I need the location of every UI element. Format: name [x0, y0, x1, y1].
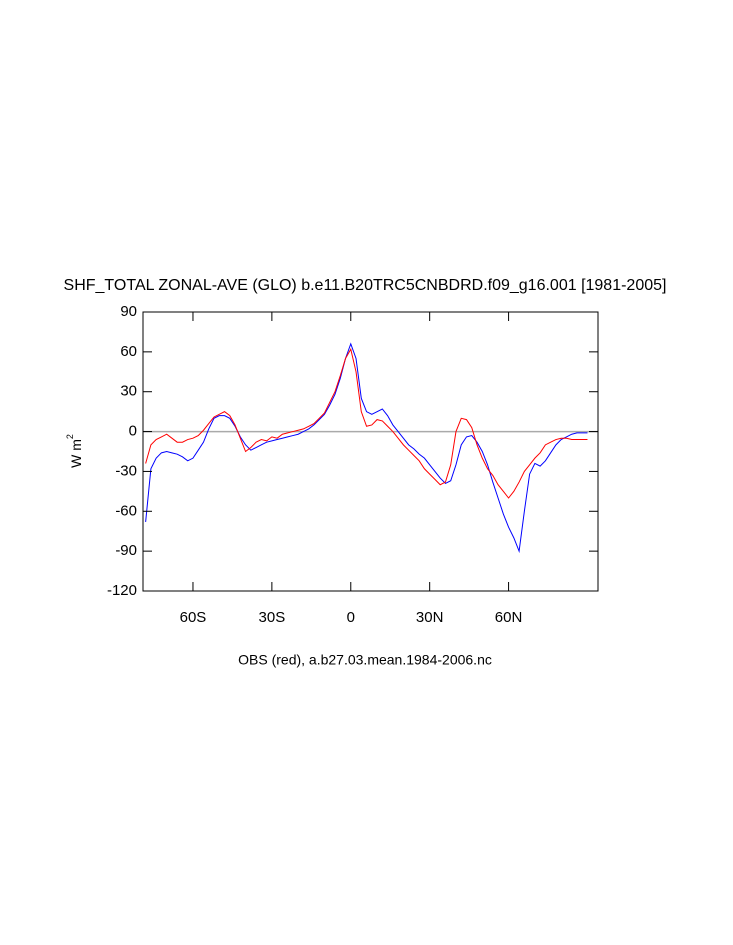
y-tick-label: -60: [115, 502, 137, 519]
data-line: [145, 342, 588, 554]
x-tick-label: 60N: [495, 609, 523, 626]
x-tick-label: 30S: [259, 609, 286, 626]
plot-frame: [142, 311, 599, 592]
x-tick-label: 30N: [416, 609, 444, 626]
y-tick-label: 30: [120, 383, 137, 400]
y-tick-label: -120: [107, 582, 137, 599]
y-tick-label: -30: [115, 462, 137, 479]
y-axis-label-sup: 2: [65, 434, 75, 439]
x-tick-label: 60S: [180, 609, 207, 626]
data-line: [145, 347, 588, 499]
y-axis-label-main: W m: [68, 439, 84, 468]
x-tick-label: 0: [347, 609, 355, 626]
chart-title: SHF_TOTAL ZONAL-AVE (GLO) b.e11.B20TRC5C…: [64, 277, 667, 294]
x-axis-label: OBS (red), a.b27.03.mean.1984-2006.nc: [238, 652, 492, 668]
y-tick-label: 90: [120, 303, 137, 320]
y-axis-label: W m2: [65, 434, 83, 468]
y-tick-label: 0: [129, 423, 137, 440]
y-tick-label: 60: [120, 343, 137, 360]
y-tick-label: -90: [115, 542, 137, 559]
